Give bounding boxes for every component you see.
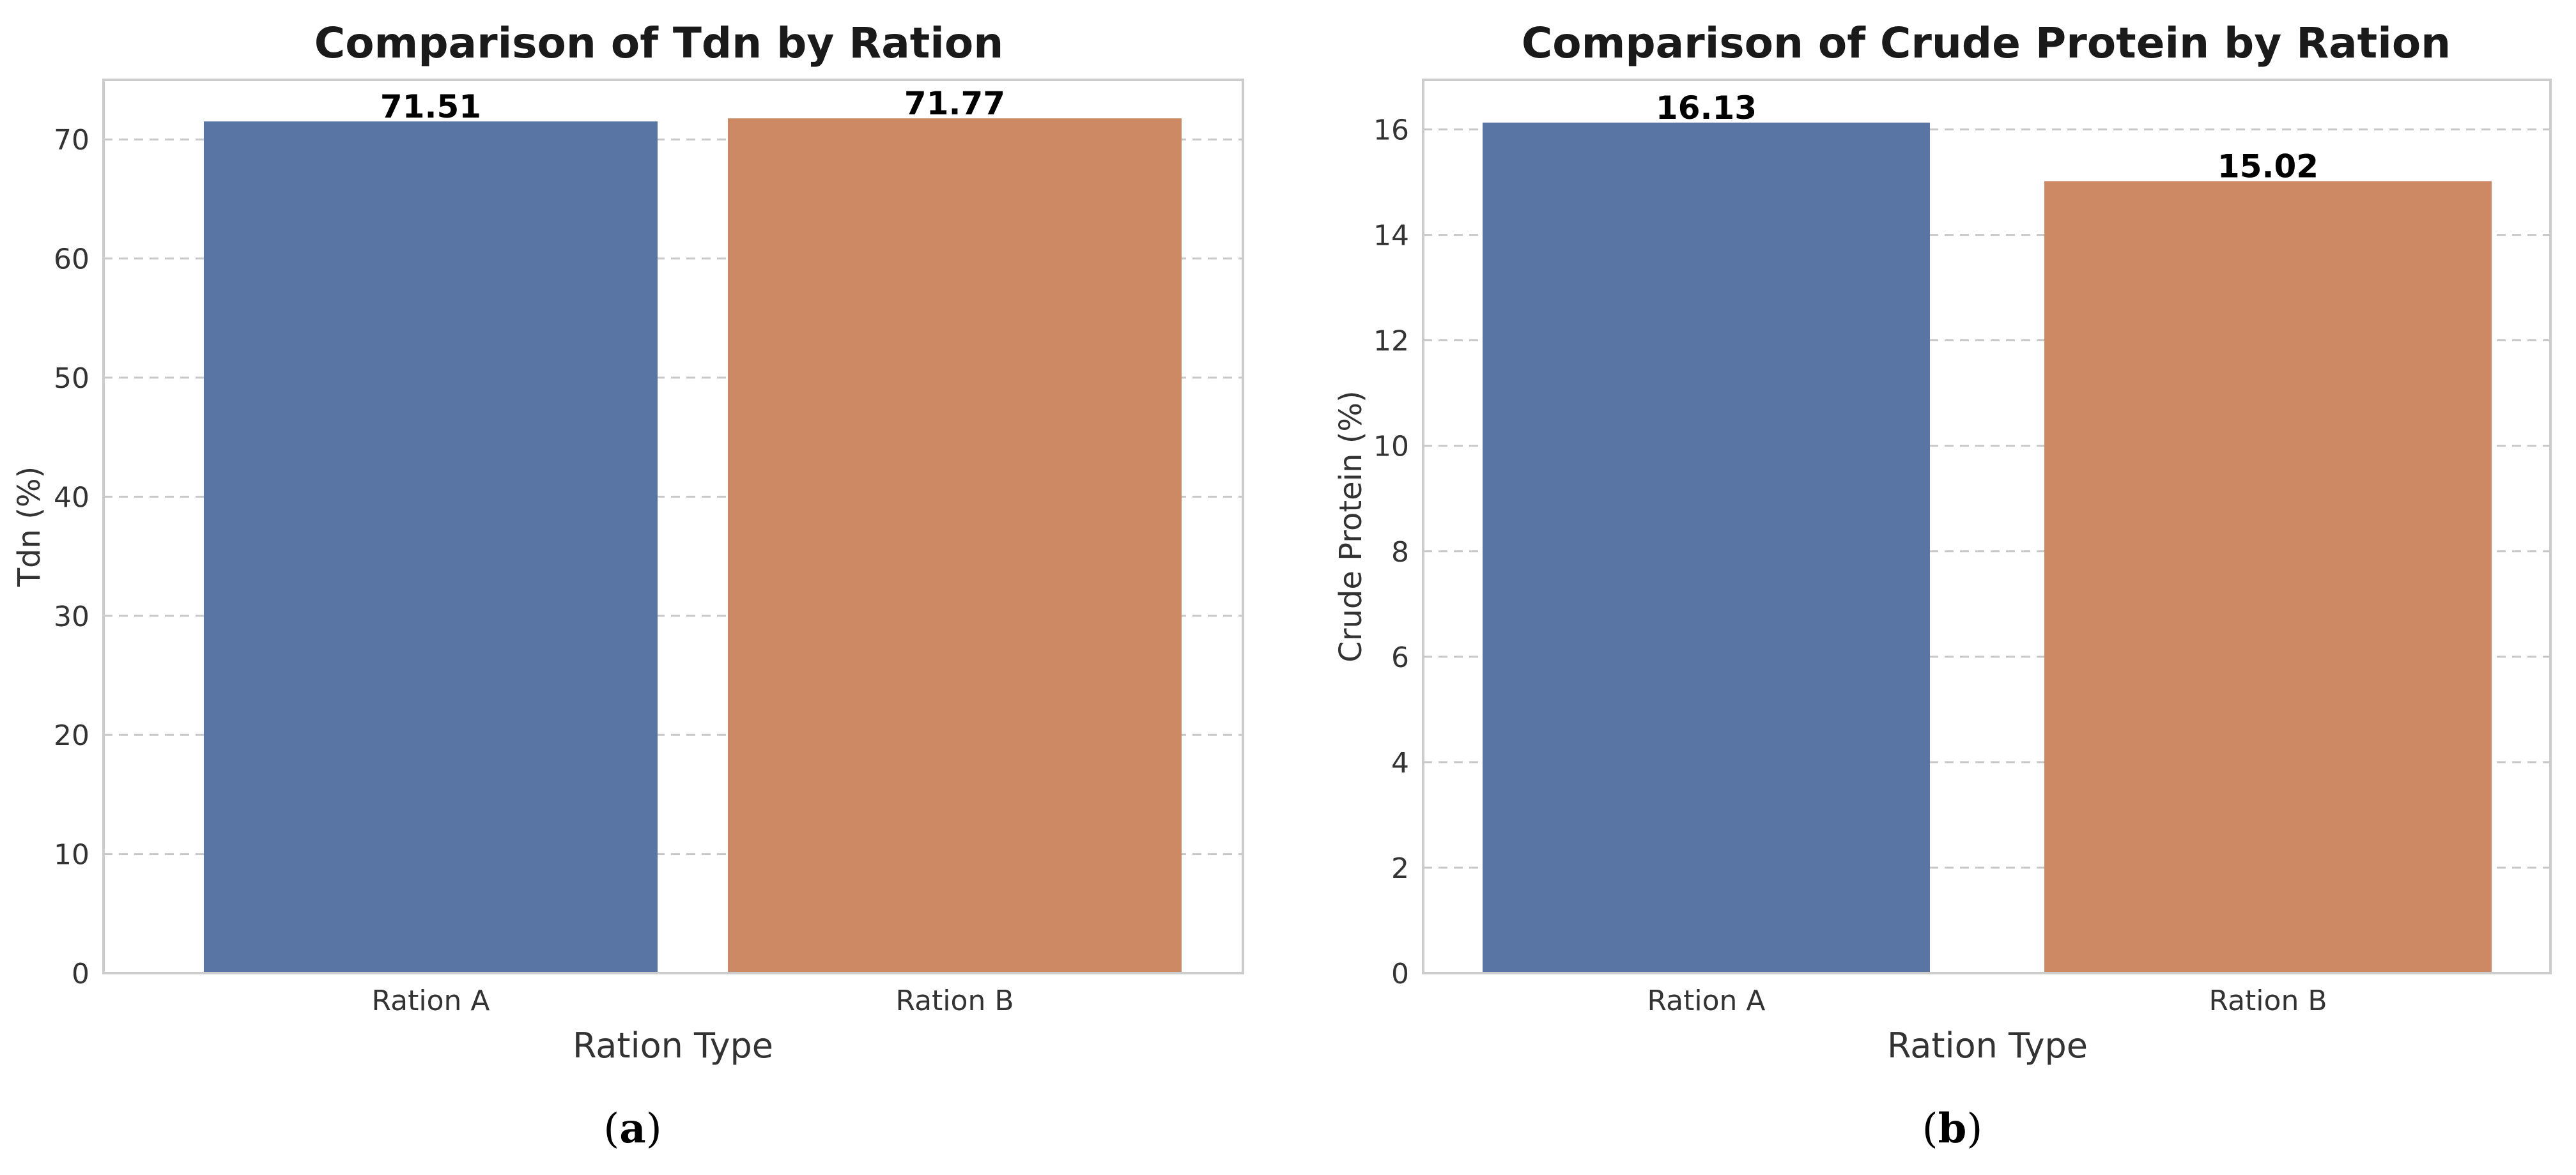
data-labels: 71.51 71.77	[380, 85, 1005, 125]
x-axis-label: Ration Type	[1887, 1025, 2088, 1066]
bar	[2044, 181, 2492, 974]
y-ticks: 0 2 4 6 8 10 12 14 16	[1373, 114, 1409, 990]
y-tick-label: 12	[1373, 325, 1409, 358]
y-tick-label: 16	[1373, 114, 1409, 147]
y-tick-label: 30	[54, 601, 89, 633]
bars	[204, 118, 1182, 974]
panel-letter: b	[1938, 1105, 1967, 1153]
y-tick-label: 6	[1391, 641, 1409, 674]
y-tick-label: 2	[1391, 852, 1409, 885]
chart-title: Comparison of Tdn by Ration	[314, 19, 1003, 68]
plot-frame	[102, 79, 1244, 974]
bars	[1483, 122, 2492, 974]
chart-panel-b: Comparison of Crude Protein by Ration 0 2…	[1333, 19, 2552, 1153]
y-tick-label: 14	[1373, 220, 1409, 252]
x-ticks: Ration A Ration B	[1647, 985, 2327, 1017]
data-label: 71.77	[904, 85, 1005, 122]
x-ticks: Ration A Ration B	[372, 985, 1014, 1017]
panel-letter: a	[619, 1105, 645, 1153]
y-axis-label: Tdn (%)	[12, 466, 47, 588]
x-tick-label: Ration B	[895, 985, 1014, 1017]
x-tick-label: Ration B	[2209, 985, 2327, 1017]
chart-panel-a: Comparison of Tdn by Ration 0 10 20 30 40 50 6…	[12, 19, 1244, 1153]
panel-caption: (a)	[603, 1105, 661, 1153]
x-tick-label: Ration A	[372, 985, 490, 1017]
y-tick-label: 10	[1373, 431, 1409, 463]
bar	[1483, 122, 1930, 973]
y-tick-label: 0	[72, 958, 89, 990]
y-tick-label: 4	[1391, 747, 1409, 779]
y-tick-label: 50	[54, 362, 89, 395]
data-label: 16.13	[1656, 89, 1757, 127]
plot-frame	[1422, 79, 2552, 974]
bar	[728, 118, 1182, 974]
y-tick-label: 60	[54, 243, 89, 276]
data-label: 15.02	[2217, 148, 2318, 185]
y-tick-label: 70	[54, 124, 89, 157]
y-tick-label: 40	[54, 481, 89, 514]
y-tick-label: 10	[54, 839, 89, 872]
panel-caption: (b)	[1922, 1105, 1983, 1153]
x-axis-label: Ration Type	[573, 1025, 773, 1066]
y-tick-label: 8	[1391, 536, 1409, 569]
data-labels: 16.13 15.02	[1656, 89, 2318, 185]
y-ticks: 0 10 20 30 40 50 60 70	[54, 124, 89, 990]
x-tick-label: Ration A	[1647, 985, 1766, 1017]
y-tick-label: 20	[54, 719, 89, 752]
bar	[204, 121, 658, 974]
y-axis-label: Crude Protein (%)	[1333, 390, 1369, 663]
data-label: 71.51	[380, 88, 481, 125]
y-tick-label: 0	[1391, 958, 1409, 990]
chart-title: Comparison of Crude Protein by Ration	[1522, 19, 2451, 68]
